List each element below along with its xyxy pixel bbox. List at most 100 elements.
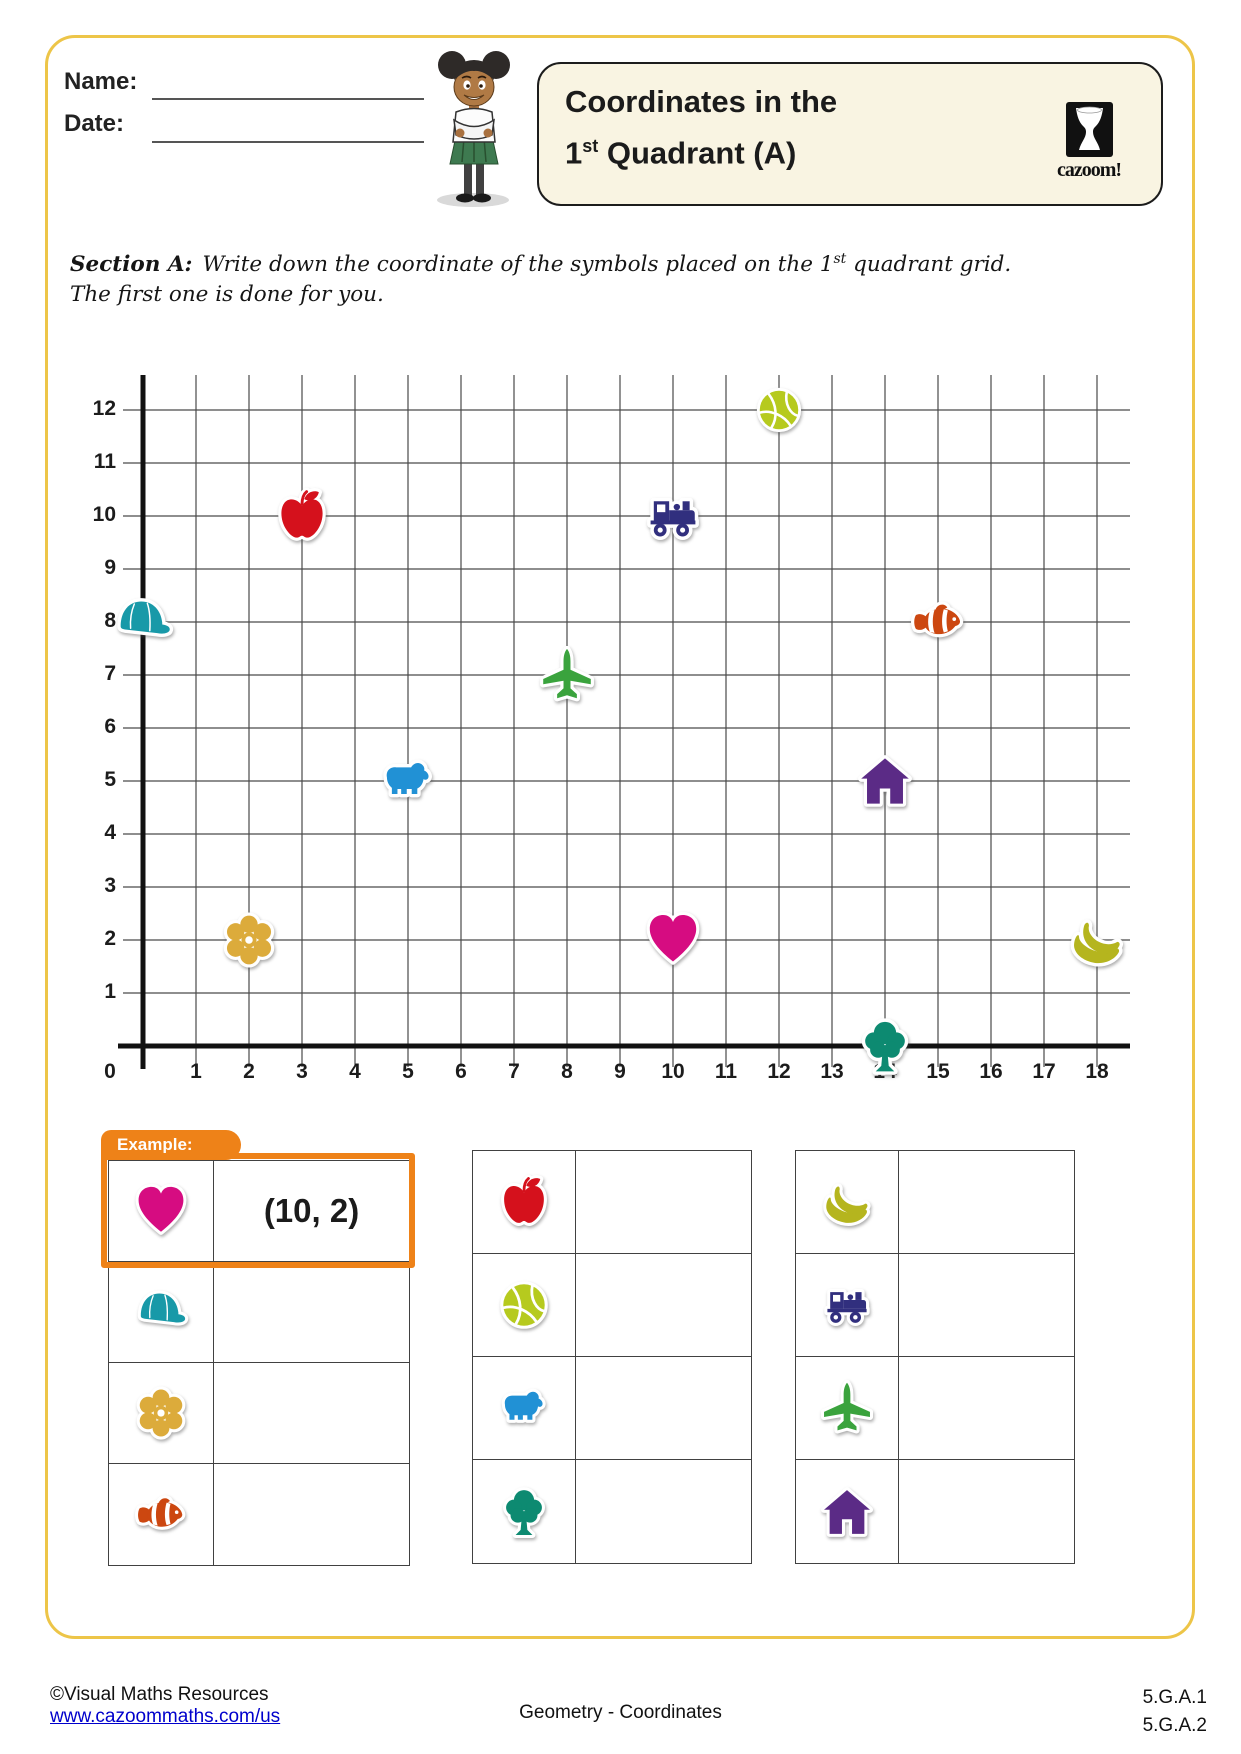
- answer-cell-house[interactable]: [899, 1460, 1074, 1563]
- y-tick-label: 9: [104, 556, 116, 579]
- y-tick-label: 10: [92, 503, 116, 526]
- grid-point-plane: [538, 645, 596, 704]
- grid-point-flower: [220, 911, 278, 969]
- symbol-cell-tree: [473, 1460, 576, 1563]
- website-link[interactable]: www.cazoommaths.com/us: [50, 1706, 281, 1727]
- grid-point-tree: [854, 1015, 916, 1077]
- date-label: Date:: [64, 110, 125, 137]
- fish-icon: [134, 1494, 186, 1530]
- answer-table-1: (10, 2): [108, 1160, 410, 1566]
- apple-icon: [278, 487, 326, 541]
- x-tick-label: 8: [561, 1060, 573, 1083]
- banana-icon: [1070, 919, 1124, 967]
- x-tick-label: 0: [104, 1060, 116, 1083]
- apple-icon: [501, 1174, 547, 1226]
- y-tick-label: 3: [104, 874, 116, 897]
- answer-cell-train[interactable]: [899, 1254, 1074, 1357]
- grid-point-banana: [1066, 909, 1128, 971]
- cap-icon: [137, 1290, 189, 1326]
- answer-cell-heart[interactable]: (10, 2): [214, 1161, 409, 1262]
- symbol-cell-basketball: [473, 1254, 576, 1357]
- basketball-icon: [500, 1281, 548, 1329]
- bear-icon: [501, 1388, 546, 1423]
- flower-sticker: [133, 1385, 189, 1441]
- answer-cell-basketball[interactable]: [576, 1254, 751, 1357]
- symbol-cell-bear: [473, 1357, 576, 1460]
- heart-sticker: [133, 1183, 189, 1239]
- apple-sticker: [496, 1174, 552, 1230]
- symbol-cell-apple: [473, 1151, 576, 1254]
- y-tick-label: 11: [93, 450, 116, 473]
- answer-cell-banana[interactable]: [899, 1151, 1074, 1254]
- cap-sticker: [133, 1284, 189, 1340]
- train-icon: [824, 1289, 870, 1326]
- cazoom-logo-mark: [1065, 102, 1113, 157]
- x-tick-label: 18: [1085, 1060, 1109, 1083]
- name-line[interactable]: [152, 98, 424, 100]
- house-sticker: [819, 1484, 875, 1540]
- bear-icon: [383, 759, 432, 798]
- symbol-cell-cap: [109, 1262, 214, 1363]
- symbol-cell-house: [796, 1460, 899, 1563]
- symbol-cell-train: [796, 1254, 899, 1357]
- x-tick-label: 4: [349, 1060, 361, 1083]
- djembe-icon: [1075, 106, 1103, 150]
- grid-point-cap: [112, 591, 174, 653]
- symbol-cell-plane: [796, 1357, 899, 1460]
- flower-icon: [223, 912, 275, 968]
- grid-point-basketball: [753, 384, 805, 436]
- y-tick-label: 1: [104, 980, 116, 1003]
- cazoom-logo: cazoom!: [1041, 102, 1137, 182]
- name-label: Name:: [64, 68, 138, 95]
- grid-point-house: [856, 752, 914, 810]
- plane-sticker: [819, 1379, 875, 1436]
- title-box: Coordinates in the 1st Quadrant (A) cazo…: [537, 62, 1163, 206]
- house-icon: [820, 1486, 874, 1537]
- tree-sticker: [496, 1484, 552, 1540]
- cap-icon: [117, 598, 174, 638]
- page-title: Coordinates in the 1st Quadrant (A): [565, 84, 838, 171]
- symbol-cell-fish: [109, 1464, 214, 1565]
- x-tick-label: 11: [714, 1060, 738, 1083]
- tree-icon: [502, 1486, 545, 1538]
- x-tick-label: 6: [455, 1060, 467, 1083]
- answer-cell-cap[interactable]: [214, 1262, 409, 1363]
- x-tick-label: 12: [767, 1060, 791, 1083]
- answer-cell-tree[interactable]: [576, 1460, 751, 1563]
- y-tick-label: 5: [104, 768, 116, 791]
- symbol-cell-banana: [796, 1151, 899, 1254]
- fish-sticker: [133, 1487, 189, 1543]
- answer-cell-flower[interactable]: [214, 1363, 409, 1464]
- answer-table-2: [472, 1150, 752, 1564]
- x-tick-label: 3: [296, 1060, 308, 1083]
- flower-icon: [136, 1386, 186, 1440]
- house-icon: [858, 755, 912, 807]
- footer-topic: Geometry - Coordinates: [519, 1702, 722, 1723]
- x-tick-label: 10: [661, 1060, 685, 1083]
- example-tab: Example:: [101, 1130, 241, 1160]
- grid-point-train: [641, 484, 705, 548]
- footer-standards: 5.G.A.1 5.G.A.2: [1143, 1684, 1207, 1740]
- answer-cell-bear[interactable]: [576, 1357, 751, 1460]
- copyright-text: ©Visual Maths Resources: [50, 1684, 269, 1705]
- standard-2: 5.G.A.2: [1142, 1715, 1207, 1736]
- plane-icon: [820, 1379, 874, 1434]
- cazoom-logo-text: cazoom!: [1056, 159, 1122, 181]
- x-tick-label: 16: [979, 1060, 1003, 1083]
- x-tick-label: 15: [926, 1060, 950, 1083]
- x-tick-label: 1: [190, 1060, 202, 1083]
- answer-cell-apple[interactable]: [576, 1151, 751, 1254]
- answer-cell-fish[interactable]: [214, 1464, 409, 1565]
- fish-icon: [911, 601, 964, 638]
- x-tick-label: 17: [1032, 1060, 1056, 1083]
- y-tick-label: 6: [104, 715, 116, 738]
- answer-cell-plane[interactable]: [899, 1357, 1074, 1460]
- answer-table-3: [795, 1150, 1075, 1564]
- heart-icon: [646, 911, 700, 965]
- banana-icon: [823, 1183, 871, 1226]
- date-line[interactable]: [152, 141, 424, 143]
- y-tick-label: 2: [104, 927, 116, 950]
- grid-lines: [118, 375, 1130, 1069]
- x-tick-label: 13: [820, 1060, 844, 1083]
